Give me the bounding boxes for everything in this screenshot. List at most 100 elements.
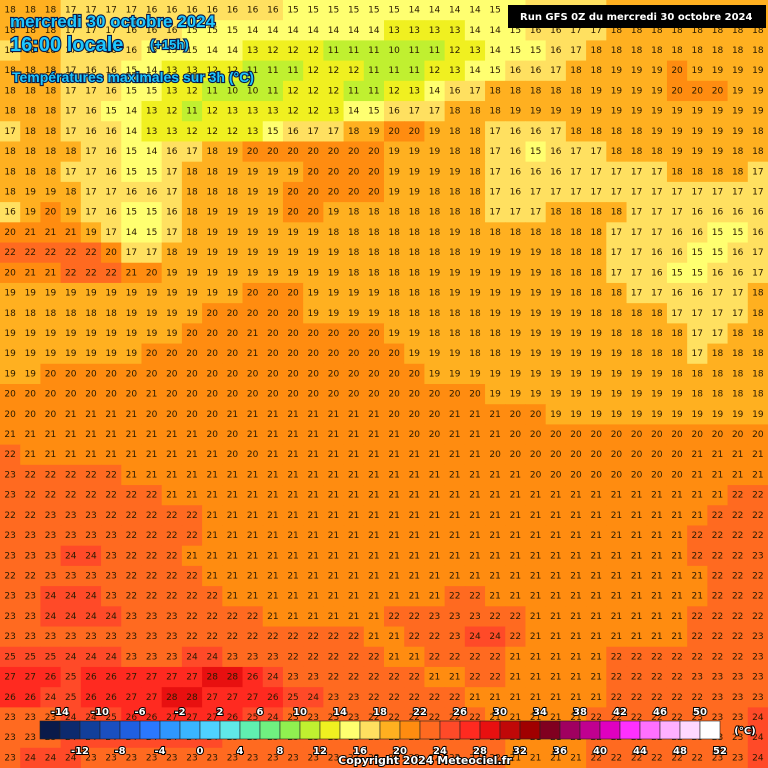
- temp-cell: [0, 121, 21, 142]
- temp-value: 16: [105, 208, 117, 218]
- temp-value: 19: [328, 289, 340, 299]
- temp-value: 20: [469, 390, 481, 400]
- temp-cell: [707, 262, 729, 284]
- temp-value: 11: [388, 66, 399, 76]
- temp-value: 20: [409, 410, 421, 420]
- temp-value: 22: [368, 693, 379, 703]
- temp-cell: [707, 242, 729, 264]
- temp-cell: [404, 424, 425, 446]
- temp-cell: [747, 363, 768, 385]
- temp-cell: [424, 363, 446, 385]
- temp-value: 11: [409, 66, 420, 76]
- temp-cell: [60, 181, 82, 203]
- temp-value: 21: [550, 632, 561, 642]
- temp-cell: [444, 424, 466, 446]
- temp-value: 23: [732, 673, 743, 683]
- temp-value: 21: [308, 491, 319, 501]
- temp-value: 20: [267, 390, 279, 400]
- temp-value: 19: [328, 248, 340, 258]
- temp-cell: [121, 40, 142, 62]
- temp-value: 21: [25, 430, 36, 440]
- temp-cell: [161, 444, 183, 466]
- temp-value: 22: [469, 592, 480, 602]
- temp-cell: [565, 60, 587, 82]
- temp-value: 28: [227, 673, 239, 683]
- temp-value: 13: [166, 86, 177, 96]
- temp-value: 18: [469, 329, 481, 339]
- temp-cell: [464, 80, 486, 102]
- temp-cell: [262, 424, 284, 446]
- temp-value: 24: [65, 592, 77, 602]
- temp-cell: [323, 101, 345, 122]
- temp-cell: [545, 222, 567, 244]
- temp-value: 23: [732, 693, 743, 703]
- temp-cell: [606, 363, 628, 385]
- legend-swatch: [559, 720, 581, 740]
- temp-value: 22: [146, 491, 157, 501]
- temp-value: 19: [308, 309, 320, 319]
- temp-cell: [666, 181, 688, 203]
- temp-value: 19: [510, 349, 522, 359]
- temp-value: 23: [469, 612, 480, 622]
- temp-cell: [121, 505, 142, 526]
- temp-cell: [121, 0, 142, 21]
- temp-cell: [687, 485, 708, 506]
- temp-cell: [343, 303, 365, 324]
- temp-value: 14: [308, 26, 320, 36]
- temp-value: 13: [267, 107, 278, 117]
- temp-cell: [626, 464, 648, 486]
- temp-cell: [505, 60, 526, 82]
- temp-value: 16: [247, 6, 259, 16]
- temp-value: 21: [65, 410, 76, 420]
- temp-value: 24: [752, 713, 764, 723]
- temp-value: 18: [65, 147, 77, 157]
- temp-cell: [444, 60, 466, 82]
- temp-value: 19: [287, 248, 299, 258]
- temp-value: 21: [388, 470, 399, 480]
- temp-cell: [80, 141, 102, 163]
- legend-swatch: [199, 720, 221, 740]
- temp-value: 19: [267, 228, 279, 238]
- temp-value: 22: [328, 652, 339, 662]
- temp-value: 21: [227, 592, 238, 602]
- temp-value: 18: [611, 208, 623, 218]
- temp-value: 18: [469, 309, 481, 319]
- temp-cell: [687, 222, 708, 244]
- temp-cell: [0, 242, 21, 264]
- temp-value: 22: [206, 592, 217, 602]
- temp-value: 19: [550, 369, 562, 379]
- temp-value: 23: [126, 652, 137, 662]
- temp-cell: [20, 141, 41, 163]
- temp-value: 19: [732, 127, 744, 137]
- temp-cell: [727, 343, 749, 365]
- temp-cell: [525, 303, 547, 324]
- temp-value: 20: [206, 329, 218, 339]
- temp-cell: [747, 80, 768, 102]
- temp-cell: [666, 60, 688, 82]
- temp-cell: [262, 242, 284, 264]
- temp-cell: [505, 323, 526, 345]
- temp-value: 16: [530, 66, 542, 76]
- temp-value: 17: [308, 127, 319, 137]
- temp-value: 21: [247, 511, 258, 521]
- temp-value: 18: [590, 309, 602, 319]
- temp-cell: [727, 80, 749, 102]
- temp-value: 15: [267, 127, 278, 137]
- temp-cell: [444, 181, 466, 203]
- temp-cell: [707, 141, 729, 163]
- temp-value: 19: [611, 66, 623, 76]
- temp-cell: [282, 404, 304, 425]
- temp-value: 23: [126, 632, 137, 642]
- temp-value: 20: [550, 470, 562, 480]
- temp-value: 20: [146, 369, 158, 379]
- temp-cell: [586, 444, 607, 466]
- legend-label: -2: [174, 707, 185, 718]
- temp-value: 19: [328, 208, 340, 218]
- temp-cell: [101, 424, 122, 446]
- temp-cell: [646, 282, 668, 304]
- temp-cell: [40, 40, 62, 62]
- temp-cell: [343, 262, 365, 284]
- temp-value: 21: [611, 551, 622, 561]
- temp-cell: [565, 323, 587, 345]
- temp-value: 21: [550, 612, 561, 622]
